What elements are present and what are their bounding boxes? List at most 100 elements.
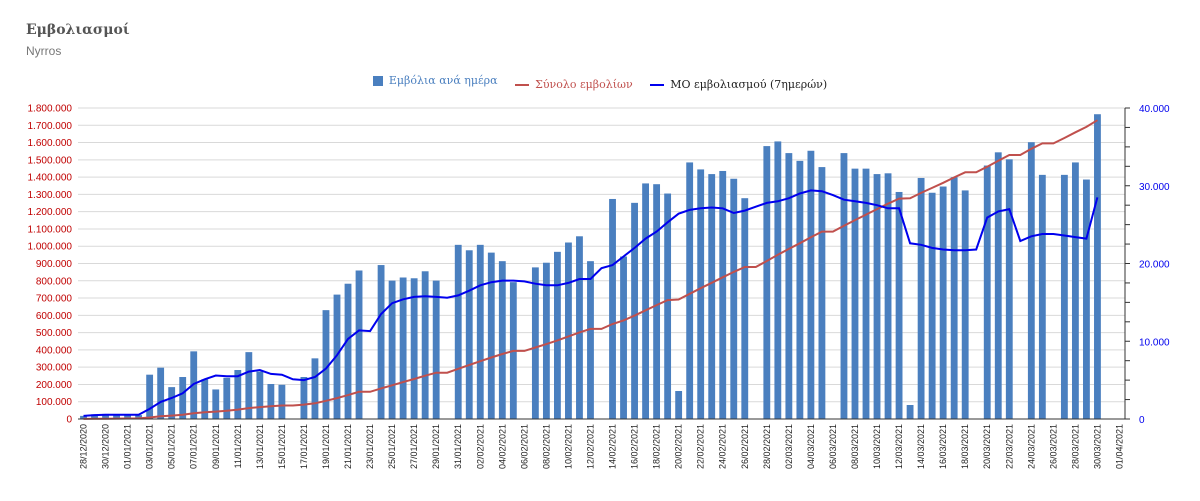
daily-vaccinations-bar — [587, 261, 594, 419]
daily-vaccinations-bar — [741, 198, 749, 419]
daily-vaccinations-bar — [80, 415, 87, 419]
x-axis-tick-label: 18/02/2021 — [652, 424, 662, 469]
x-axis-tick-label: 31/01/2021 — [453, 424, 463, 469]
daily-vaccinations-bar — [421, 271, 429, 419]
daily-vaccinations-bar — [102, 413, 109, 419]
total-vaccinations-line — [83, 119, 1098, 420]
x-axis-tick-label: 13/01/2021 — [255, 424, 265, 469]
x-axis-tick-label: 17/01/2021 — [299, 424, 309, 469]
left-axis-tick-label: 400.000 — [36, 345, 73, 356]
daily-vaccinations-bar — [498, 261, 506, 419]
x-axis-tick-label: 16/02/2021 — [630, 424, 640, 469]
x-axis-tick-label: 08/02/2021 — [541, 424, 551, 469]
x-axis-tick-label: 24/03/2021 — [1026, 424, 1036, 469]
daily-vaccinations-bar — [785, 153, 793, 419]
daily-vaccinations-bar — [620, 256, 627, 419]
daily-vaccinations-bar — [1005, 159, 1013, 419]
legend-blue-line-swatch-icon — [650, 83, 665, 86]
left-axis-tick-label: 600.000 — [36, 311, 73, 322]
left-axis-tick-label: 1.400.000 — [28, 173, 73, 184]
daily-vaccinations-bar — [1071, 162, 1079, 420]
left-axis-tick-label: 500.000 — [36, 328, 73, 339]
daily-vaccinations-bar — [344, 283, 352, 419]
daily-vaccinations-bar — [311, 358, 319, 419]
x-axis-tick-label: 22/03/2021 — [1004, 424, 1014, 469]
daily-vaccinations-bar — [300, 377, 308, 419]
daily-vaccinations-bar — [818, 167, 826, 419]
daily-vaccinations-bar — [179, 377, 187, 419]
x-axis-tick-label: 24/02/2021 — [718, 424, 728, 469]
x-axis-tick-label: 16/03/2021 — [938, 424, 948, 469]
left-axis-tick-label: 800.000 — [36, 276, 73, 287]
legend-label-average: ΜΟ εμβολιασμού (7ημερών) — [670, 78, 828, 91]
daily-vaccinations-bar — [686, 162, 694, 420]
seven-day-average-line — [83, 189, 1099, 417]
left-axis-tick-label: 300.000 — [36, 363, 73, 374]
x-axis-tick-label: 25/01/2021 — [387, 424, 397, 469]
daily-vaccinations-bar — [774, 141, 782, 419]
left-axis-tick-label: 1.300.000 — [28, 190, 73, 201]
daily-vaccinations-bar — [1060, 174, 1068, 419]
daily-vaccinations-bar — [267, 384, 275, 419]
line-series — [83, 119, 1099, 420]
x-axis-tick-label: 28/03/2021 — [1070, 424, 1080, 469]
legend-item-daily[interactable]: Εμβόλια ανά ημέρα — [372, 74, 498, 87]
right-axis-tick-label: 10.000 — [1139, 337, 1170, 348]
daily-vaccinations-bar — [730, 178, 738, 419]
x-axis-tick-label: 23/01/2021 — [365, 424, 375, 469]
daily-vaccinations-bar — [851, 168, 859, 419]
daily-vaccinations-bar — [895, 191, 903, 419]
daily-vaccinations-bar — [465, 250, 473, 419]
daily-vaccinations-bar — [542, 262, 550, 419]
daily-vaccinations-bar — [653, 184, 661, 419]
legend-label-daily: Εμβόλια ανά ημέρα — [388, 74, 498, 87]
x-axis-tick-label: 02/02/2021 — [475, 424, 485, 469]
daily-vaccinations-bar — [719, 170, 727, 419]
left-axis-tick-label: 1.800.000 — [28, 104, 73, 115]
x-axis-tick-label: 15/01/2021 — [277, 424, 287, 469]
legend-label-total: Σύνολο εμβολίων — [535, 78, 633, 91]
x-axis-tick-label: 22/02/2021 — [696, 424, 706, 469]
daily-vaccinations-bar — [631, 202, 638, 419]
x-axis-tick-label: 05/01/2021 — [167, 424, 177, 469]
x-axis-tick-label: 20/03/2021 — [982, 424, 992, 469]
left-axis-tick-label: 200.000 — [36, 380, 73, 391]
x-axis-tick-label: 08/03/2021 — [850, 424, 860, 469]
daily-vaccinations-bar — [388, 280, 396, 419]
legend-item-total[interactable]: Σύνολο εμβολίων — [515, 78, 633, 91]
x-axis-tick-label: 30/12/2020 — [101, 424, 111, 469]
daily-vaccinations-bar — [873, 174, 881, 419]
daily-vaccinations-bar — [454, 244, 462, 419]
axes: 0 100.000 200.000 300.000 400.000 500.000 600.… — [28, 104, 1171, 470]
x-axis-tick-label: 12/02/2021 — [585, 424, 595, 469]
daily-vaccinations-bar — [807, 150, 815, 419]
daily-vaccinations-bar — [609, 198, 616, 419]
x-axis-tick-label: 03/01/2021 — [145, 424, 155, 469]
daily-vaccinations-bar — [928, 192, 936, 419]
daily-vaccinations-bar — [168, 387, 176, 419]
daily-vaccinations-bar — [157, 367, 165, 419]
daily-vaccinations-bar — [333, 294, 341, 419]
daily-vaccinations-bar — [432, 280, 440, 419]
x-axis-tick-label: 09/01/2021 — [211, 424, 221, 469]
daily-vaccinations-bar — [124, 415, 132, 419]
daily-vaccinations-bar — [487, 252, 495, 419]
x-axis-tick-label: 30/03/2021 — [1092, 424, 1102, 469]
right-axis-tick-label: 20.000 — [1139, 260, 1170, 271]
left-axis-tick-label: 100.000 — [36, 397, 73, 408]
daily-vaccinations-bar — [135, 415, 143, 419]
left-axis-tick-label: 1.000.000 — [28, 242, 73, 253]
x-axis-tick-label: 28/02/2021 — [762, 424, 772, 469]
daily-vaccinations-bar — [322, 310, 330, 419]
left-axis-tick-label: 1.700.000 — [28, 121, 73, 132]
x-axis-tick-label: 12/03/2021 — [894, 424, 904, 469]
left-axis-tick-label: 1.200.000 — [28, 207, 73, 218]
x-axis-tick-label: 14/03/2021 — [916, 424, 926, 469]
right-axis-tick-label: 40.000 — [1139, 104, 1170, 115]
right-axis-tick-label: 0 — [1139, 415, 1145, 426]
daily-vaccinations-bar — [476, 244, 484, 419]
daily-vaccinations-bar — [531, 267, 539, 419]
daily-vaccinations-bar — [234, 370, 242, 419]
daily-vaccinations-bar — [223, 377, 231, 419]
legend-item-average[interactable]: ΜΟ εμβολιασμού (7ημερών) — [650, 78, 827, 91]
